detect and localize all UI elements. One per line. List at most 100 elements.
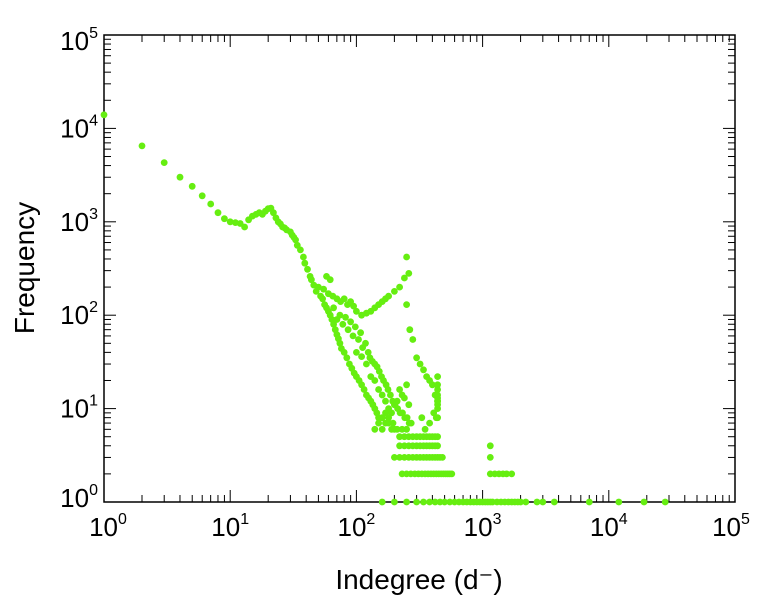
data-point [241,223,249,231]
data-point [434,414,441,422]
data-point [353,349,360,356]
data-point [486,454,494,461]
data-point [375,386,382,393]
y-tick-label: 104 [60,112,98,143]
data-point [304,265,311,273]
data-point [409,336,417,343]
data-point [522,498,530,506]
data-point [100,111,108,119]
x-tick-label: 103 [464,511,502,542]
data-point [391,498,398,506]
data-point [198,192,206,200]
data-point [363,360,370,368]
data-point [391,454,398,461]
tick-labels: 100 101 102 103 104 105 100 101 102 103 104 105 [60,25,750,542]
data-point [401,394,408,402]
data-point [550,498,558,506]
x-tick-label: 101 [211,511,249,542]
data-point [384,386,392,393]
data-point [396,386,403,393]
data-point [385,414,392,422]
data-point [434,433,441,441]
data-point [378,391,386,399]
data-point [396,454,403,461]
data-point [270,209,277,217]
data-point [403,414,411,422]
data-point [343,354,351,362]
data-point [371,425,379,433]
data-points [100,111,669,506]
axis-ticks [103,34,736,503]
data-point [315,283,322,291]
data-point [661,498,669,506]
data-point [349,332,357,340]
data-point [353,307,360,315]
data-point [226,218,234,226]
data-point [330,320,337,328]
data-point [426,419,433,427]
data-point [420,498,427,506]
data-point [434,381,441,389]
data-point [160,159,168,167]
data-point [362,339,369,347]
data-point [401,274,408,282]
data-point [378,498,386,506]
y-tick-label: 102 [60,299,98,330]
data-point [413,354,420,362]
data-point [403,301,410,308]
data-point [188,182,196,190]
data-point [585,498,593,506]
data-point [382,409,389,417]
data-point [326,276,334,284]
data-point [448,470,456,478]
data-point [319,295,326,303]
y-tick-label: 105 [60,25,98,56]
data-point [385,292,392,300]
data-point [405,270,413,277]
data-point [339,320,347,328]
data-point [446,498,454,506]
data-point [416,360,424,368]
data-point [407,419,415,427]
data-point [301,259,309,267]
data-point [413,498,420,506]
data-point [517,498,524,506]
data-point [403,253,410,261]
data-point [214,209,222,217]
y-tick-label: 101 [60,393,98,424]
x-tick-label: 104 [590,511,628,542]
data-point [336,311,344,319]
data-point [358,353,365,360]
data-point [421,425,429,433]
data-point [418,414,426,422]
data-point [357,329,364,337]
data-point [320,285,327,293]
data-point [403,381,410,389]
data-point [486,442,494,450]
y-tick-label: 100 [60,482,98,513]
y-axis-label: Frequency [9,202,40,334]
data-point [292,236,299,244]
data-point [378,414,386,422]
data-point [403,498,410,506]
data-point [176,173,184,181]
data-point [441,498,448,506]
data-point [640,498,648,506]
data-point [340,295,348,303]
data-point [382,397,389,405]
data-point [336,339,344,347]
data-point [138,142,146,150]
data-point [406,326,414,334]
data-point [393,425,401,433]
data-point [387,391,394,399]
data-point [297,246,304,254]
data-point [342,313,349,321]
data-point [396,283,403,291]
data-point [391,288,398,295]
data-point [300,253,307,261]
data-point [403,425,410,433]
data-point [375,419,382,427]
data-point [508,470,516,478]
data-point [426,498,433,506]
